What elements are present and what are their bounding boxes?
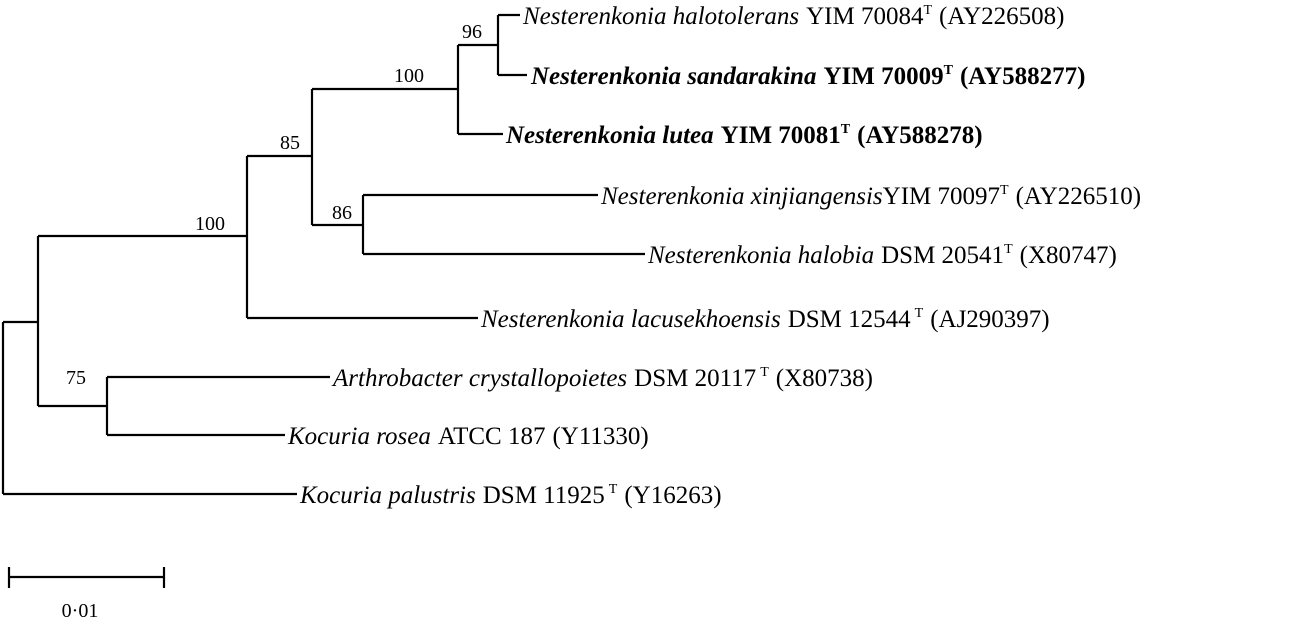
- taxon-accession: (AY226510): [1016, 183, 1141, 210]
- bootstrap-halotolerans-sandarakina: 96: [462, 21, 482, 43]
- taxon-strain: YIM 70081: [721, 122, 841, 149]
- bootstrap-nesterenkonia-inner: 85: [280, 132, 300, 154]
- taxon-label-halobia: Nesterenkonia halobia DSM 20541T (X80747): [647, 242, 1117, 269]
- taxon-strain: DSM 20541: [881, 242, 1004, 269]
- type-strain-mark: T: [915, 306, 924, 321]
- taxon-strain: DSM 20117: [634, 365, 756, 392]
- taxon-accession: (AJ290397): [930, 306, 1049, 333]
- taxon-strain: DSM 11925: [483, 482, 605, 509]
- taxon-species: Kocuria palustris: [299, 482, 476, 509]
- taxon-label-crystallopoietes: Arthrobacter crystallopoietes DSM 20117 T (…: [331, 365, 873, 392]
- taxon-label-rosea: Kocuria rosea ATCC 187 (Y11330): [287, 423, 649, 450]
- taxon-label-halotolerans: Nesterenkonia halotolerans YIM 70084T (AY2…: [522, 3, 1065, 30]
- taxon-accession: (X80738): [776, 365, 873, 392]
- taxon-label-xinjiangensis: Nesterenkonia xinjiangensisYIM 70097T (AY…: [600, 183, 1141, 210]
- type-strain-mark: T: [760, 365, 769, 380]
- taxon-labels: Nesterenkonia halotolerans YIM 70084T (AY2…: [287, 3, 1141, 509]
- scale-bar: 0·01: [7, 567, 166, 622]
- type-strain-mark: T: [841, 122, 851, 137]
- bootstrap-nesterenkonia-all: 100: [195, 213, 225, 235]
- taxon-species: Nesterenkonia xinjiangensis: [600, 183, 883, 210]
- taxon-strain: ATCC 187: [438, 423, 546, 450]
- taxon-label-sandarakina: Nesterenkonia sandarakina YIM 70009T (AY58…: [530, 63, 1085, 90]
- taxon-accession: (X80747): [1020, 242, 1117, 269]
- type-strain-mark: T: [944, 63, 954, 78]
- taxon-species: Kocuria rosea: [287, 423, 431, 450]
- type-strain-mark: T: [1000, 183, 1009, 198]
- taxon-label-lacusekhoensis: Nesterenkonia lacusekhoensis DSM 12544 T (A…: [480, 306, 1050, 333]
- bootstrap-xinjiangensis-halobia: 86: [332, 202, 352, 224]
- taxon-species: Nesterenkonia lutea: [505, 122, 714, 149]
- taxon-accession: (AY226508): [939, 3, 1064, 30]
- bootstrap-values: 96 100 85 86 100 75: [66, 21, 482, 389]
- type-strain-mark: T: [1004, 242, 1013, 257]
- taxon-strain: YIM 70084: [806, 3, 924, 30]
- tree-branches: [1, 13, 645, 496]
- scale-bar-label: 0·01: [62, 600, 99, 622]
- bootstrap-arthrobacter-kocuria: 75: [66, 367, 86, 389]
- type-strain-mark: T: [923, 3, 932, 18]
- type-strain-mark: T: [609, 482, 618, 497]
- taxon-label-palustris: Kocuria palustris DSM 11925 T (Y16263): [299, 482, 722, 509]
- taxon-species: Nesterenkonia halotolerans: [522, 3, 799, 30]
- taxon-species: Arthrobacter crystallopoietes: [331, 365, 627, 392]
- taxon-strain: DSM 12544: [788, 306, 911, 333]
- taxon-accession: (AY588277): [960, 63, 1085, 90]
- taxon-label-lutea: Nesterenkonia lutea YIM 70081T (AY588278): [505, 122, 983, 149]
- taxon-accession: (Y11330): [552, 423, 648, 450]
- taxon-accession: (AY588278): [857, 122, 982, 149]
- taxon-species: Nesterenkonia sandarakina: [530, 63, 816, 90]
- bootstrap-nesterenkonia-core: 100: [394, 65, 424, 87]
- taxon-strain: YIM 70009: [823, 63, 943, 90]
- taxon-species: Nesterenkonia halobia: [647, 242, 874, 269]
- taxon-strain: YIM 70097: [883, 183, 1000, 210]
- taxon-species: Nesterenkonia lacusekhoensis: [480, 306, 781, 333]
- taxon-accession: (Y16263): [624, 482, 721, 509]
